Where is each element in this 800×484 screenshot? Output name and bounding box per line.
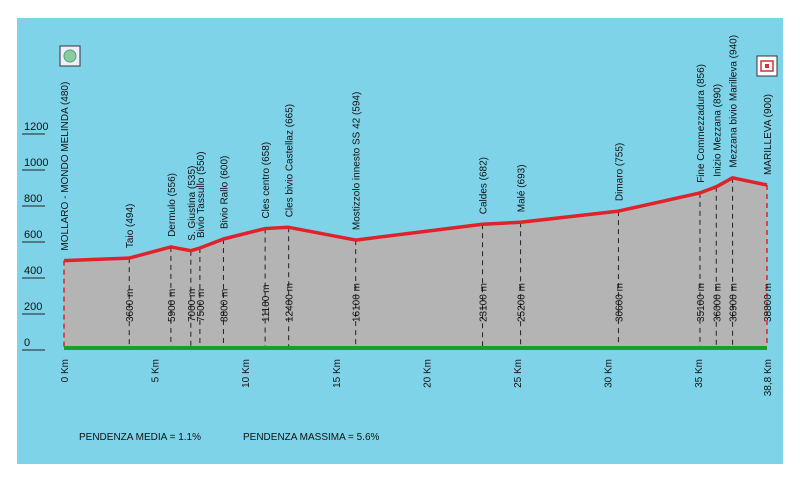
waypoint-distance: 38800 m bbox=[763, 283, 774, 322]
x-tick-label: 30 Km bbox=[604, 359, 615, 388]
waypoint-distance: 5900 m bbox=[167, 289, 178, 322]
x-tick-label: 0 Km bbox=[60, 359, 71, 382]
profile-line bbox=[63, 176, 768, 263]
x-tick-label: 10 Km bbox=[241, 359, 252, 388]
waypoint-distance: 7000 m bbox=[187, 289, 198, 322]
waypoint-name: Cles bivio Castellaz (665) bbox=[285, 104, 296, 217]
y-tick-label: 1200 bbox=[24, 121, 48, 133]
waypoint-distance: 3600 m bbox=[125, 289, 136, 322]
y-tick-label: 1000 bbox=[24, 157, 48, 169]
waypoint-name: Cles centro (658) bbox=[261, 142, 272, 219]
waypoint-name: MOLLARO - MONDO MELINDA (480) bbox=[60, 82, 71, 251]
waypoint-distance: 35100 m bbox=[696, 283, 707, 322]
waypoint-name: Caldes (682) bbox=[479, 157, 490, 214]
waypoint-name: S. Giustina (535) bbox=[187, 166, 198, 241]
waypoint-distance: 7500 m bbox=[196, 289, 207, 322]
start-emblem-icon bbox=[59, 45, 81, 67]
finish-emblem-icon bbox=[756, 55, 778, 77]
y-tick-label: 0 bbox=[24, 337, 30, 349]
x-tick-label: 38,8 Km bbox=[763, 359, 774, 396]
profile-area bbox=[64, 177, 767, 347]
waypoint-name: Taio (494) bbox=[125, 204, 136, 248]
x-tick-label: 35 Km bbox=[694, 359, 705, 388]
x-tick-label: 20 Km bbox=[422, 359, 433, 388]
waypoint-name: Fine Commezzadura (856) bbox=[696, 64, 707, 183]
x-tick-label: 25 Km bbox=[513, 359, 524, 388]
waypoint-name: Dermulo (556) bbox=[167, 173, 178, 237]
waypoint-distance: 12400 m bbox=[285, 283, 296, 322]
waypoint-distance: 36900 m bbox=[729, 283, 740, 322]
waypoint-name: Mostizzolo innesto SS 42 (594) bbox=[352, 92, 363, 230]
x-tick-label: 5 Km bbox=[151, 359, 162, 382]
waypoint-name: Dimaro (755) bbox=[614, 143, 625, 201]
y-tick-label: 600 bbox=[24, 229, 42, 241]
waypoint-name: Inizio Mezzana (890) bbox=[712, 84, 723, 177]
pendenza-massima: PENDENZA MASSIMA = 5.6% bbox=[243, 432, 380, 443]
y-tick-label: 400 bbox=[24, 265, 42, 277]
waypoint-name: MARILLEVA (900) bbox=[763, 94, 774, 175]
waypoint-distance: 16100 m bbox=[352, 283, 363, 322]
waypoint-name: Bivio Rallo (600) bbox=[219, 156, 230, 229]
waypoint-distance: 23100 m bbox=[479, 283, 490, 322]
pendenza-media: PENDENZA MEDIA = 1.1% bbox=[79, 432, 201, 443]
waypoint-distance: 30600 m bbox=[614, 283, 625, 322]
waypoint-name: Mezzana bivio Marilleva (940) bbox=[729, 35, 740, 168]
y-tick-label: 200 bbox=[24, 301, 42, 313]
waypoint-name: Malé (693) bbox=[517, 164, 528, 212]
waypoint-distance: 8800 m bbox=[219, 289, 230, 322]
waypoint-name: Bivio Tassullo (550) bbox=[196, 151, 207, 238]
waypoint-distance: 25200 m bbox=[517, 283, 528, 322]
x-tick-label: 15 Km bbox=[332, 359, 343, 388]
y-tick-label: 800 bbox=[24, 193, 42, 205]
waypoint-distance: 11100 m bbox=[261, 285, 272, 322]
waypoint-distance: 36000 m bbox=[712, 283, 723, 322]
